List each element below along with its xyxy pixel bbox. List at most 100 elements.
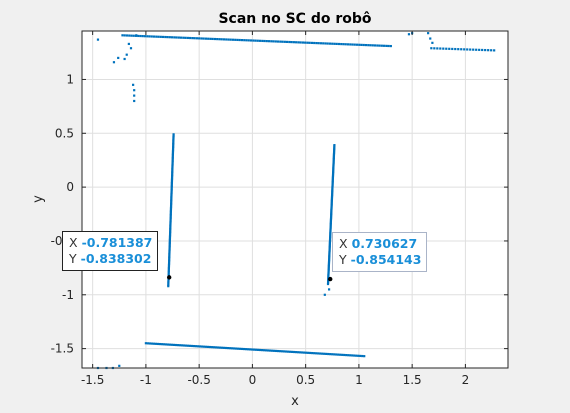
scan-point: [260, 349, 264, 352]
scan-point: [230, 347, 234, 350]
scan-point: [170, 201, 173, 204]
scan-point: [171, 163, 174, 167]
scan-point: [177, 36, 180, 39]
scan-point: [331, 193, 334, 196]
scan-point: [162, 343, 166, 346]
scan-point: [310, 41, 314, 45]
scan-point: [344, 43, 347, 46]
x-tick-label: -1: [140, 373, 152, 387]
scan-point: [164, 35, 167, 39]
scan-point: [343, 353, 346, 357]
scan-point: [353, 354, 356, 357]
scan-point: [224, 346, 228, 350]
scan-point: [266, 349, 270, 352]
scan-point: [299, 41, 302, 44]
scan-point: [332, 168, 335, 171]
scan-point: [123, 34, 126, 37]
scan-point: [330, 215, 333, 218]
scan-point: [200, 37, 203, 40]
scan-point: [345, 353, 348, 357]
scan-point: [262, 349, 266, 352]
scan-point: [202, 345, 206, 348]
scan-point: [171, 165, 174, 168]
scan-point: [311, 351, 314, 355]
scan-point: [285, 350, 288, 353]
scan-point: [439, 47, 442, 50]
scan-point: [248, 348, 252, 351]
scan-point: [245, 39, 248, 42]
scan-point: [371, 44, 374, 47]
scan-point: [330, 198, 333, 202]
scan-point: [170, 191, 173, 194]
x-tick-label: 0: [249, 373, 257, 387]
chart-title: Scan no SC do robô: [218, 11, 371, 27]
scan-point: [358, 43, 361, 46]
y-tick-label: 0.5: [55, 126, 74, 140]
scan-point: [306, 41, 309, 44]
scan-point: [182, 344, 186, 347]
scan-point: [332, 164, 335, 167]
scan-point: [328, 249, 331, 252]
grid: [82, 31, 508, 368]
scan-point: [170, 200, 173, 203]
scan-point: [276, 349, 280, 353]
scan-point: [167, 283, 170, 286]
scan-point: [168, 236, 172, 239]
x-tick-label: 1: [355, 373, 363, 387]
scan-point: [325, 352, 328, 356]
scan-point: [332, 163, 335, 166]
scan-point: [337, 353, 340, 356]
scan-point: [330, 200, 333, 203]
scan-point: [332, 161, 335, 165]
scan-point: [442, 47, 445, 50]
scan-point: [326, 42, 329, 45]
scan-point: [328, 244, 331, 247]
scan-point: [180, 344, 184, 347]
scan-point: [128, 34, 131, 37]
scan-point: [146, 342, 150, 345]
scan-point: [328, 240, 332, 244]
datatip-1[interactable]: X -0.781387 Y -0.838302: [62, 231, 159, 271]
scan-point: [170, 202, 173, 206]
scan-point: [327, 262, 331, 265]
scan-point: [327, 273, 330, 277]
scan-point: [332, 152, 336, 156]
scan-point: [168, 233, 172, 236]
scan-point: [172, 140, 175, 143]
scan-point: [332, 151, 336, 154]
y-tick-label: -1: [62, 288, 74, 302]
scan-point: [332, 169, 335, 172]
scan-point: [329, 223, 332, 226]
datatip-2[interactable]: X 0.730627 Y -0.854143: [332, 232, 428, 272]
scan-point: [212, 346, 216, 349]
scan-point: [466, 48, 469, 51]
scan-point: [327, 259, 331, 263]
scan-point: [150, 342, 154, 345]
scan-point: [125, 34, 129, 37]
scan-point: [331, 353, 334, 356]
scan-point: [168, 248, 171, 252]
scan-point: [256, 39, 259, 42]
scan-point: [331, 182, 334, 185]
scan-point: [329, 220, 332, 223]
scan-point: [236, 38, 239, 42]
scan-point: [301, 351, 304, 354]
scan-point: [331, 174, 335, 177]
scan-point: [169, 216, 172, 220]
scan-point: [157, 35, 160, 38]
scan-point: [333, 144, 336, 147]
scan-point: [169, 207, 173, 210]
scan-point: [349, 354, 352, 357]
scan-point: [167, 268, 170, 271]
scan-point: [272, 349, 276, 352]
scan-point: [361, 354, 364, 358]
scan-point: [168, 343, 172, 346]
scan-point: [170, 193, 173, 196]
scan-point: [166, 36, 169, 39]
scan-point: [170, 183, 173, 186]
scan-point: [172, 138, 175, 142]
scan-point: [129, 47, 133, 50]
scan-point: [331, 187, 334, 190]
scan-point: [169, 219, 172, 222]
scan-point: [193, 37, 196, 40]
